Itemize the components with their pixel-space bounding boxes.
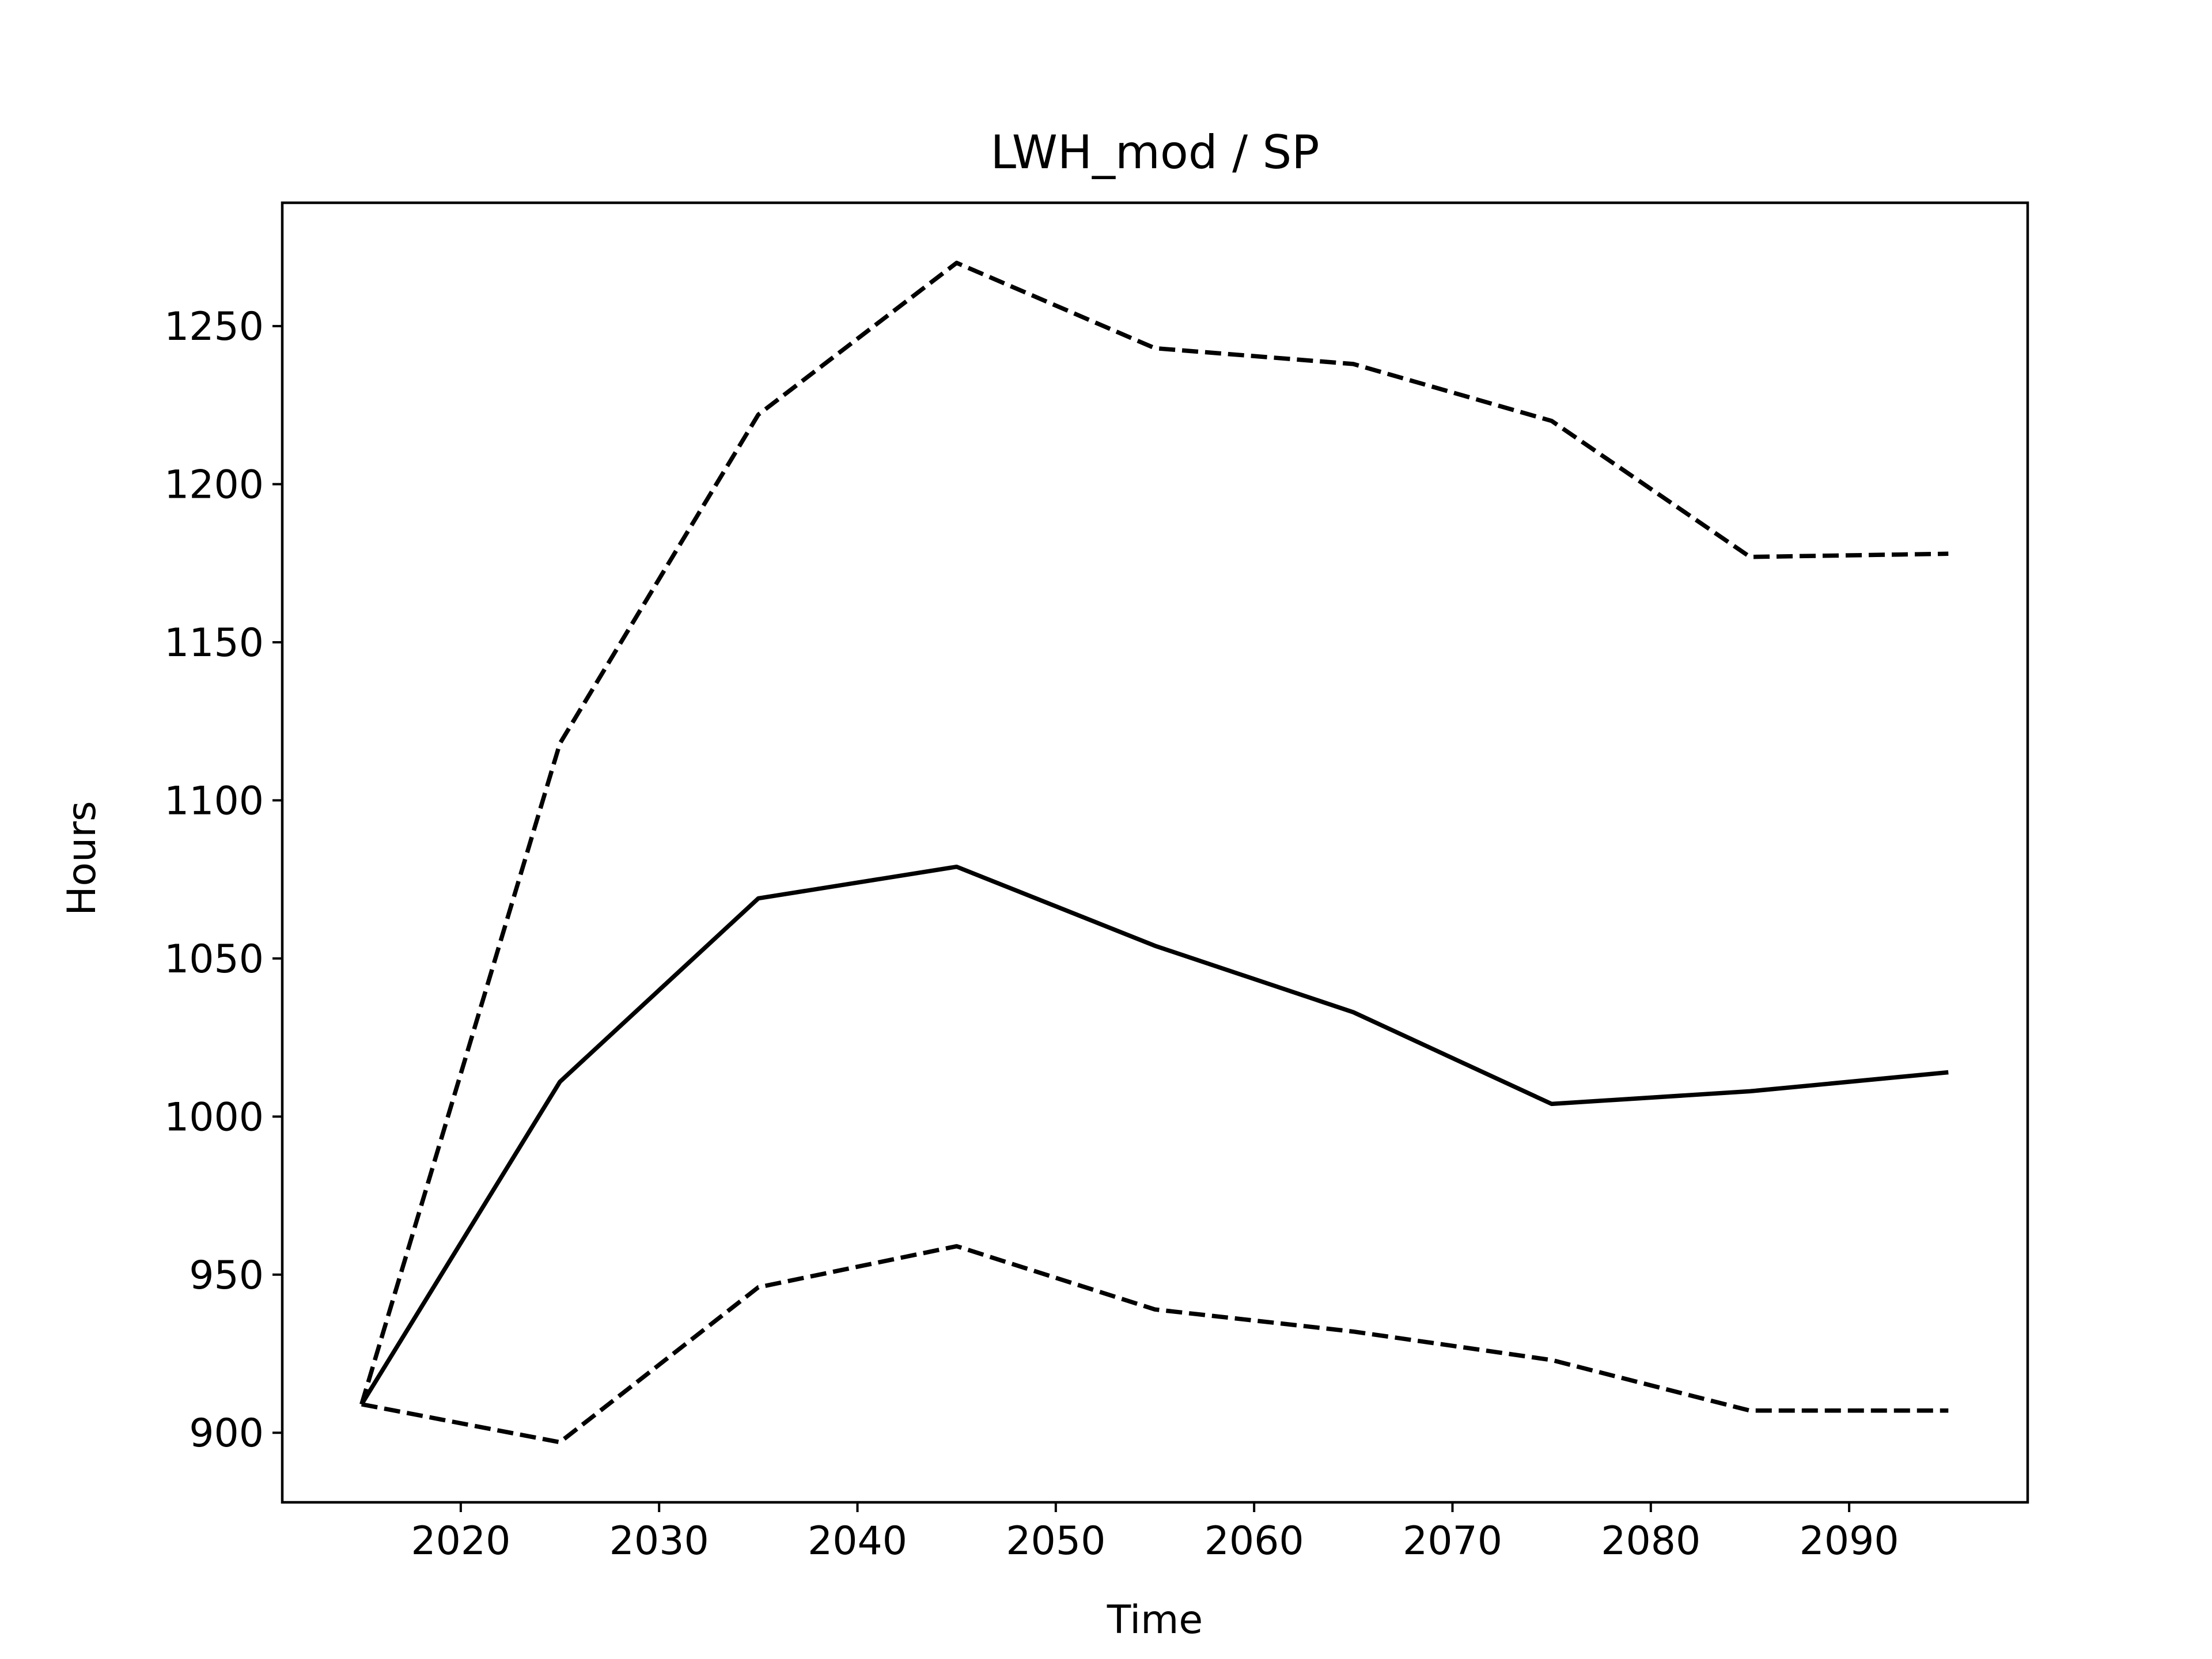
x-tick-label: 2030 [609, 1518, 709, 1564]
series-line-solid-0 [359, 864, 1949, 1406]
x-tick-label: 2020 [411, 1518, 510, 1564]
y-tick-label: 1200 [164, 463, 264, 508]
series-layer [359, 260, 1949, 1445]
x-tick-label: 2080 [1601, 1518, 1700, 1564]
x-tick-label: 2060 [1205, 1518, 1304, 1564]
x-axis-label: Time [1107, 1597, 1203, 1643]
y-tick-label: 1000 [164, 1094, 264, 1140]
y-tick-label: 900 [189, 1411, 264, 1456]
series-line-dashed-2 [361, 1244, 1949, 1445]
series-line-dashed-1 [359, 260, 1949, 1405]
y-tick-label: 1100 [164, 778, 264, 824]
plot-frame [281, 201, 2029, 1504]
tick-layer: 2020 2030 2040 2050 2060 2070 2080 2090 900 950 10… [164, 304, 1899, 1564]
y-axis-label: Hours [59, 801, 105, 915]
x-tick-label: 2040 [808, 1518, 907, 1564]
y-tick-label: 1050 [164, 937, 264, 982]
x-tick-label: 2090 [1800, 1518, 1899, 1564]
y-tick-label: 1150 [164, 620, 264, 666]
x-tick-label: 2070 [1403, 1518, 1502, 1564]
y-tick-label: 1250 [164, 304, 264, 350]
y-tick-label: 950 [189, 1253, 264, 1298]
chart-title: LWH_mod / SP [991, 126, 1320, 179]
x-tick-label: 2050 [1006, 1518, 1105, 1564]
